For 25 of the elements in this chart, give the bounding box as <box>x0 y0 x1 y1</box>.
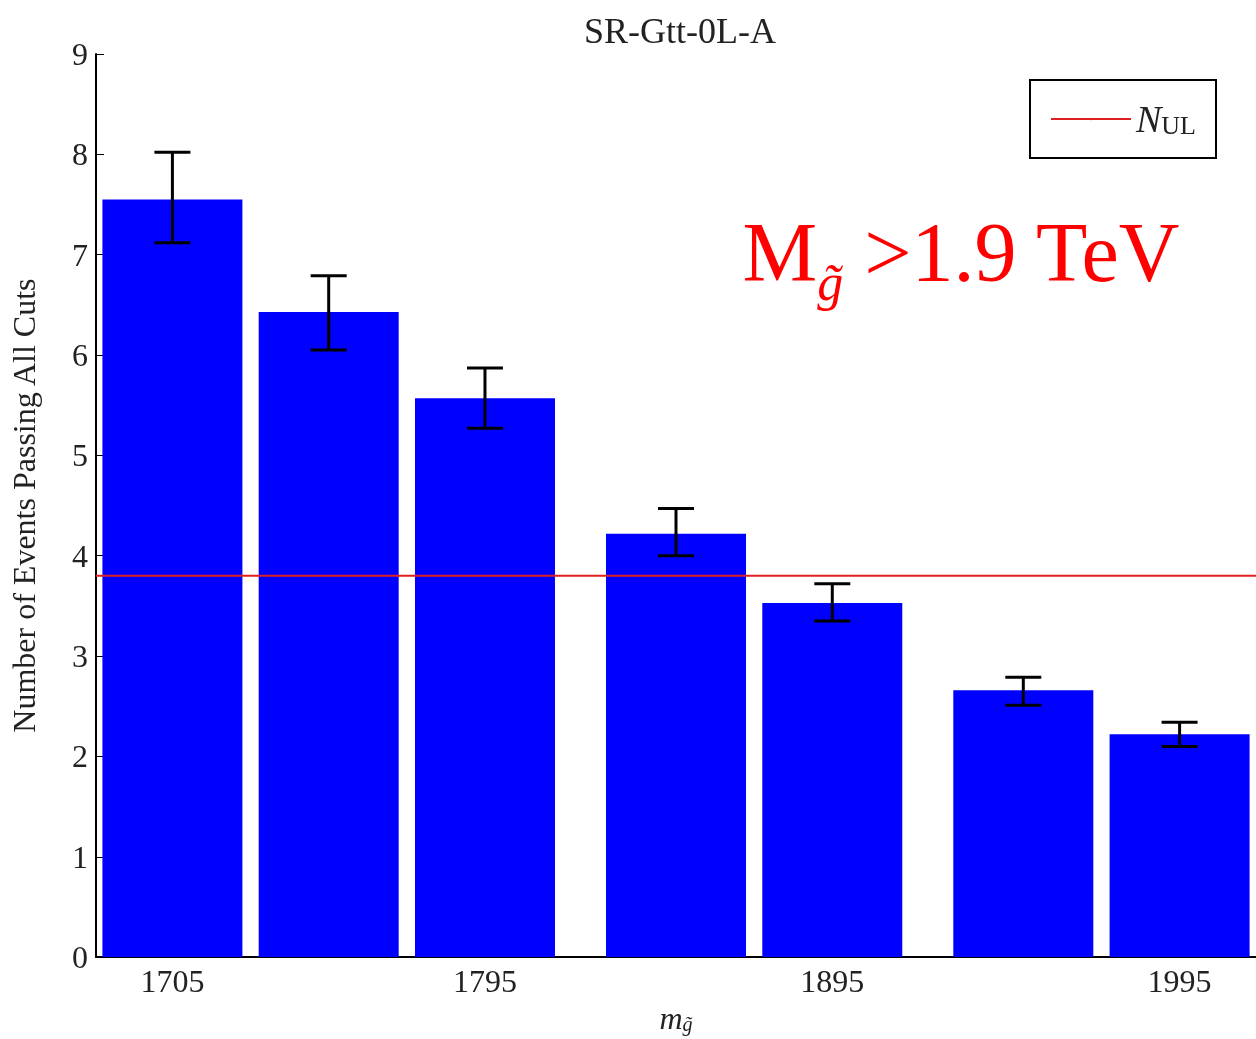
y-axis-title: Number of Events Passing All Cuts <box>6 278 42 733</box>
x-tick-label: 1795 <box>452 963 517 1000</box>
y-tick-label: 2 <box>72 738 88 775</box>
bar <box>414 398 555 958</box>
y-tick-label: 5 <box>72 437 88 474</box>
y-tick-label: 4 <box>72 537 88 574</box>
legend-label: NUL <box>1135 98 1197 140</box>
y-tick-label: 8 <box>72 136 88 173</box>
y-tick-label: 0 <box>72 939 88 976</box>
bar <box>258 311 399 958</box>
x-axis-title: mg̃ <box>659 1000 693 1036</box>
bar <box>606 533 746 958</box>
y-tick-label: 7 <box>72 236 88 273</box>
bar <box>102 199 243 958</box>
y-tick-label: 3 <box>72 638 88 675</box>
bar <box>762 602 903 958</box>
bar <box>953 690 1094 958</box>
chart-title: SR-Gtt-0L-A <box>584 11 776 51</box>
bar <box>1109 734 1250 958</box>
y-tick-label: 6 <box>72 337 88 374</box>
x-tick-label: 1895 <box>800 963 865 1000</box>
y-tick-label: 1 <box>72 838 88 875</box>
y-tick-label: 9 <box>72 36 88 72</box>
x-tick-label: 1995 <box>1147 963 1212 1000</box>
x-tick-label: 1705 <box>140 963 205 1000</box>
